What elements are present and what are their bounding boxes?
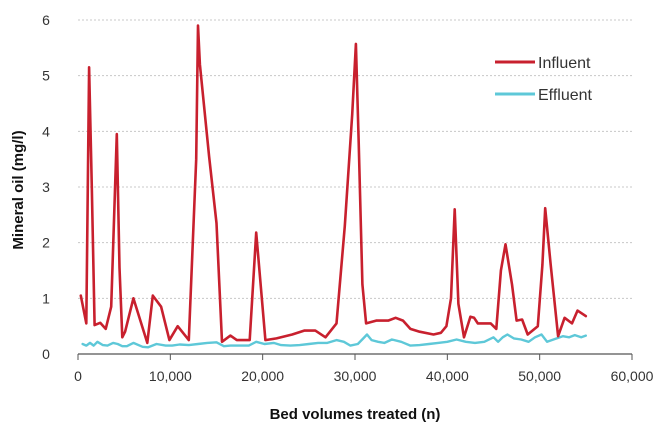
x-tick-label: 30,000 [334,368,377,384]
legend: Influent Effluent [495,55,593,104]
x-tick-label: 50,000 [518,368,561,384]
y-tick-label: 4 [42,123,50,139]
series-line-influent [79,24,588,345]
x-tick-label: 10,000 [149,368,192,384]
axis-ticks: 0 1 2 3 4 5 6 0 10,000 20,000 30,000 40,000 50,000 60… [42,12,654,384]
x-tick-label: 0 [74,368,82,384]
series-line-effluent [81,333,587,349]
y-tick-label: 0 [42,346,50,362]
series-lines [79,24,588,349]
y-tick-label: 5 [42,68,50,84]
y-tick-label: 3 [42,179,50,195]
x-tick-label: 40,000 [426,368,469,384]
y-axis-title: Mineral oil (mg/l) [10,130,27,249]
x-axis-title: Bed volumes treated (n) [270,406,441,423]
y-tick-label: 2 [42,235,50,251]
legend-label-influent: Influent [538,55,591,72]
y-tick-label: 6 [42,12,50,28]
x-tick-label: 20,000 [241,368,284,384]
y-tick-label: 1 [42,290,50,306]
x-tick-label: 60,000 [611,368,654,384]
legend-label-effluent: Effluent [538,87,593,104]
